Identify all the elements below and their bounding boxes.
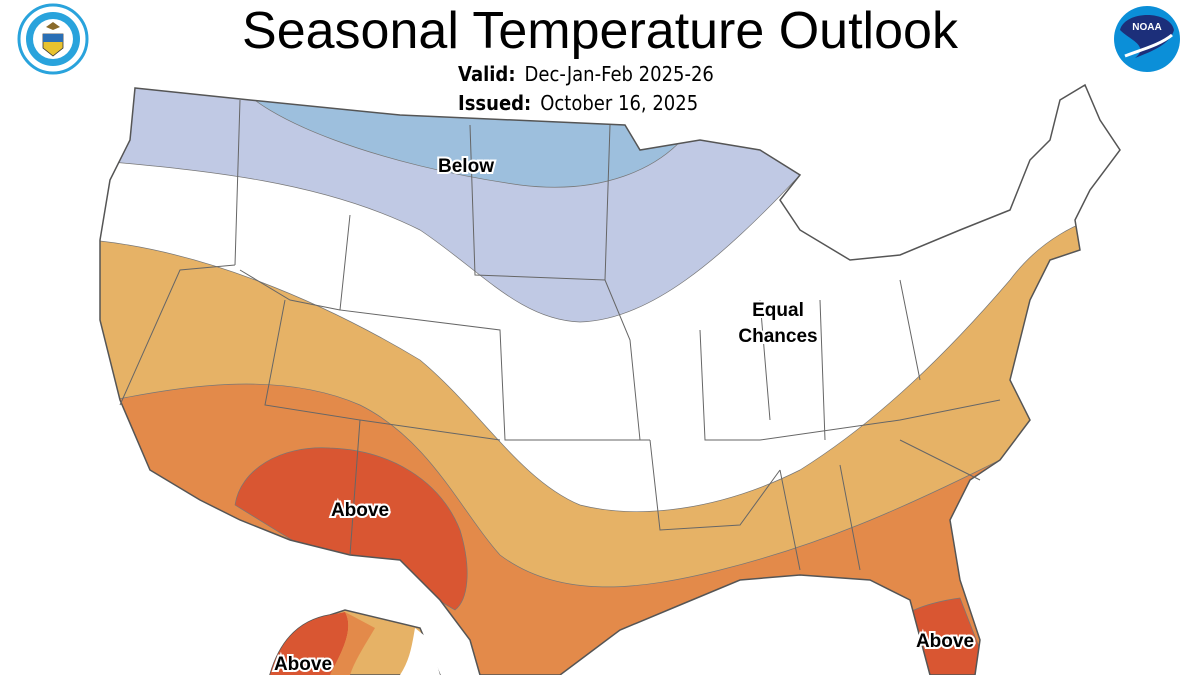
noaa-logo: NOAA: [1114, 6, 1180, 72]
label-chances: Chances: [738, 326, 817, 347]
us-outline: [99, 83, 1121, 675]
label-above-alaska: Above: [274, 654, 332, 675]
valid-value: Dec-Jan-Feb 2025-26: [524, 62, 714, 86]
valid-label: Valid:: [458, 62, 516, 86]
issued-label: Issued:: [458, 91, 532, 115]
label-above-florida: Above: [916, 631, 974, 652]
alaska-white: [400, 628, 440, 675]
issued-value: October 16, 2025: [540, 91, 699, 115]
issued-line: Issued: October 16, 2025: [458, 91, 698, 115]
state-borders: [119, 99, 1001, 571]
svg-text:NOAA: NOAA: [1132, 22, 1161, 33]
label-above-southwest: Above: [331, 500, 389, 521]
doc-seal-logo: [17, 3, 89, 75]
page-title: Seasonal Temperature Outlook: [242, 2, 958, 60]
alaska-mid: [330, 612, 375, 675]
label-below: Below: [438, 156, 494, 177]
alaska-strong: [270, 612, 349, 675]
label-equal: Equal: [752, 300, 804, 321]
valid-line: Valid: Dec-Jan-Feb 2025-26: [458, 62, 714, 86]
